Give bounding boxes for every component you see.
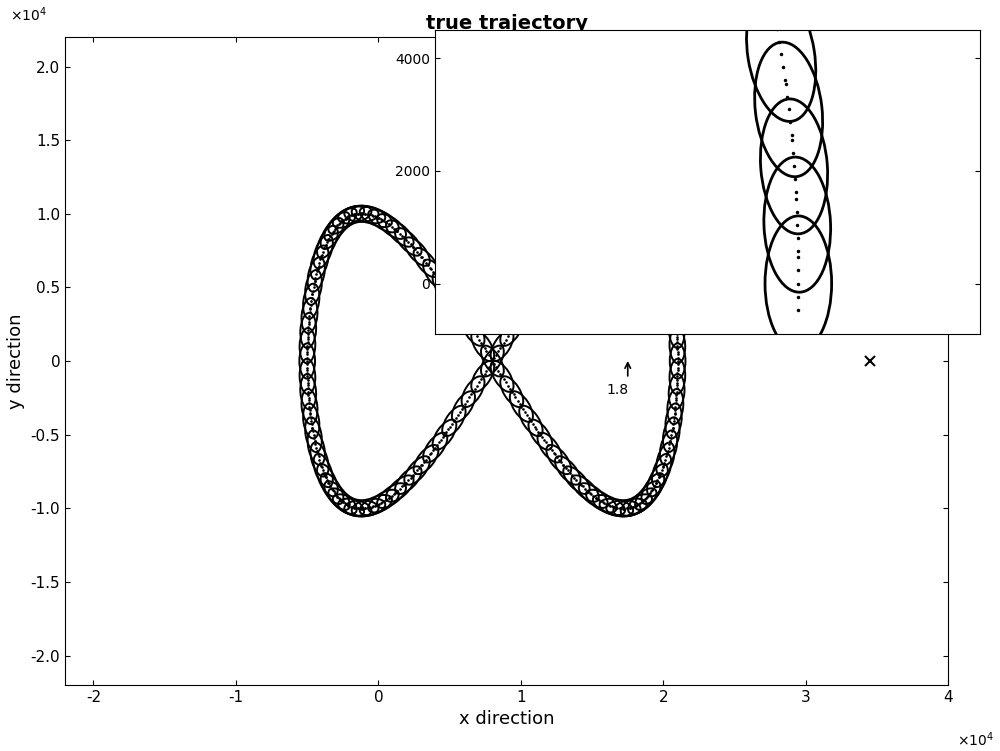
Text: 1.8: 1.8 [607, 383, 629, 397]
Y-axis label: y direction: y direction [7, 313, 25, 409]
Title: true trajectory: true trajectory [426, 14, 588, 33]
Text: $\times10^4$: $\times10^4$ [10, 5, 47, 24]
Text: $\times10^4$: $\times10^4$ [957, 730, 994, 749]
X-axis label: x direction: x direction [459, 710, 554, 728]
